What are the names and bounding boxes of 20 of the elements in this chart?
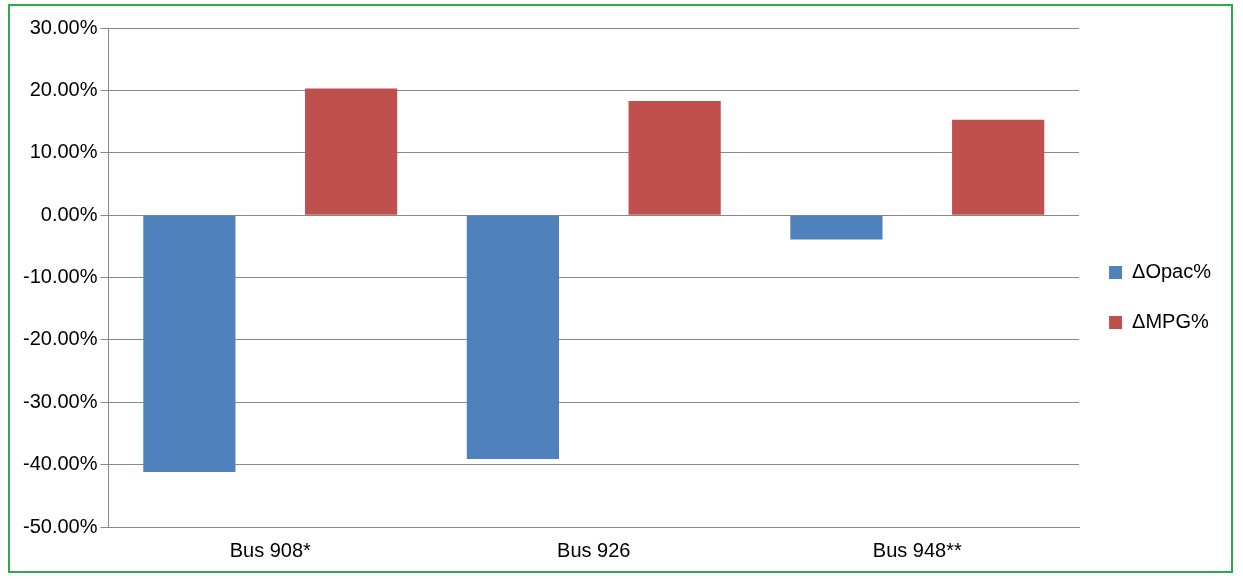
y-tick-label: 10.00% — [29, 140, 98, 163]
bar — [143, 215, 236, 473]
bar — [952, 119, 1045, 215]
legend-label: ΔMPG% — [1132, 310, 1209, 333]
bar — [466, 215, 559, 460]
bar — [790, 215, 883, 240]
y-tick-label: 20.00% — [29, 77, 98, 100]
bar — [628, 100, 721, 215]
y-tick-label: -30.00% — [22, 389, 98, 412]
y-tick-label: -40.00% — [22, 452, 98, 475]
y-tick-label: -10.00% — [22, 265, 98, 288]
y-tick-label: 30.00% — [29, 15, 98, 38]
y-tick-label: 0.00% — [40, 202, 98, 225]
legend-label: ΔOpac% — [1132, 260, 1212, 283]
x-tick-label: Bus 948** — [872, 538, 962, 561]
x-tick-label: Bus 908* — [229, 538, 312, 561]
bar — [305, 88, 398, 215]
x-tick-label: Bus 926 — [557, 538, 631, 561]
y-tick-label: -20.00% — [22, 327, 98, 350]
y-tick-label: -50.00% — [22, 514, 98, 537]
